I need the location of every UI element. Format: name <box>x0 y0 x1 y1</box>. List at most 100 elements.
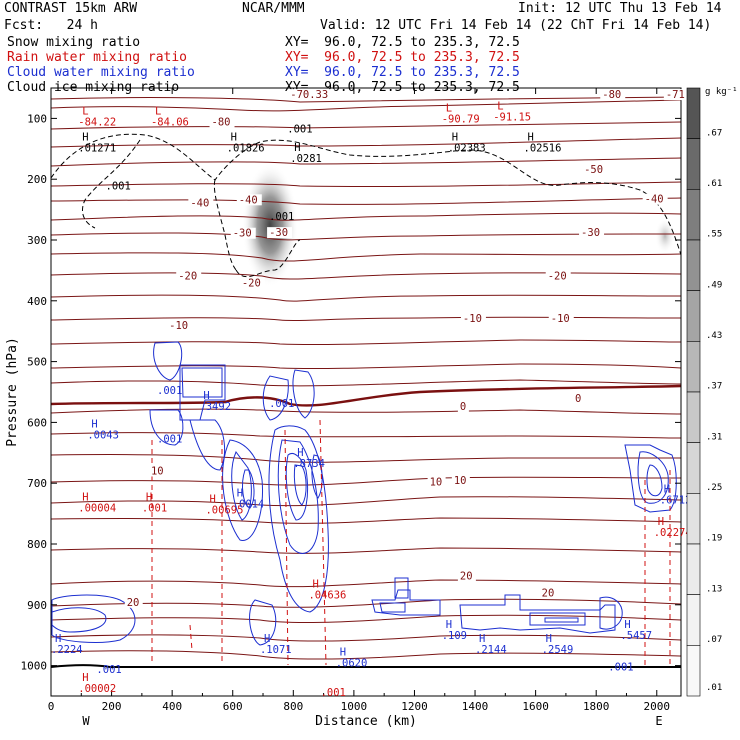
low-marker: L <box>82 105 88 117</box>
extremum-value: .1071 <box>260 644 292 656</box>
extremum-value: .02516 <box>524 143 562 155</box>
west-label: W <box>82 714 90 728</box>
colorbar-tick-label: .31 <box>706 432 722 442</box>
high-marker: H <box>209 493 215 505</box>
legend-rain-xy: XY= 96.0, 72.5 to 235.3, 72.5 <box>285 50 520 65</box>
temperature-label: -30 <box>581 227 600 239</box>
plot-frame <box>50 87 682 697</box>
colorbar-swatch <box>686 341 701 393</box>
temperature-label: 20 <box>127 597 140 609</box>
temp-label-bg <box>288 89 335 101</box>
x-tick-label: 800 <box>283 700 303 713</box>
temp-label-bg <box>167 320 193 332</box>
y-tick-label: 200 <box>27 173 47 186</box>
colorbar-swatch <box>686 87 701 139</box>
high-marker: H <box>55 633 61 645</box>
temp-label-bg <box>124 596 143 608</box>
contour-value-label: .001 <box>269 398 294 410</box>
temp-label-bg <box>230 227 256 239</box>
contour-value-label: .001 <box>608 661 633 673</box>
high-marker: H <box>146 492 152 504</box>
contour-value-label: .001 <box>106 181 131 193</box>
temperature-label: -80 <box>602 89 621 101</box>
temp-label-bg <box>663 89 689 101</box>
cloud-ice-shading <box>242 163 298 287</box>
temperature-label: 0 <box>575 393 581 405</box>
colorbar-tick-label: .43 <box>706 331 722 341</box>
temp-label-bg <box>548 312 574 324</box>
high-marker: H <box>312 579 318 591</box>
extremum-value: -91.15 <box>493 112 531 124</box>
temp-label-bg <box>239 277 265 289</box>
colorbar-swatch <box>686 645 701 697</box>
extremum-value: .8734 <box>293 458 325 470</box>
legend-cloud-water-label: Cloud water mixing ratio <box>7 65 195 80</box>
extremum-value: .6712 <box>660 495 692 507</box>
temperature-label: -30 <box>233 228 252 240</box>
high-marker: H <box>624 619 630 631</box>
valid-time: Valid: 12 UTC Fri 14 Feb 14 (22 ChT Fri … <box>320 18 712 33</box>
cloud-water-contours <box>51 341 677 646</box>
extremum-value: .0620 <box>336 658 368 670</box>
temperature-label: -10 <box>463 313 482 325</box>
surface-line <box>50 664 681 668</box>
temp-label-bg <box>457 570 476 582</box>
extremum-value: .01271 <box>78 143 116 155</box>
temp-label-bg <box>642 193 668 205</box>
temperature-label: -30 <box>269 227 288 239</box>
extremum-value: .5457 <box>620 630 652 642</box>
freezing-level-contour <box>50 384 682 407</box>
x-tick-label: 1600 <box>522 700 549 713</box>
temperature-label: 0 <box>460 401 466 413</box>
colorbar-swatch <box>686 442 701 494</box>
x-tick-label: 1000 <box>341 700 368 713</box>
y-axis-title: Pressure (hPa) <box>5 337 20 447</box>
low-marker: L <box>155 105 161 117</box>
colorbar-swatch <box>686 290 701 342</box>
y-tick-label: 800 <box>27 538 47 551</box>
extremum-value: .2224 <box>51 644 83 656</box>
temp-label-bg <box>572 393 584 405</box>
temp-label-bg <box>600 89 626 101</box>
colorbar-unit: g kg⁻¹ <box>705 87 738 97</box>
extremum-value: .00695 <box>205 504 243 516</box>
y-tick-label: 700 <box>27 477 47 490</box>
temp-label-bg <box>545 270 571 282</box>
extremum-value: .01826 <box>227 143 265 155</box>
colorbar-swatch <box>686 138 701 190</box>
y-tick-label: 900 <box>27 599 47 612</box>
init-time: Init: 12 UTC Thu 13 Feb 14 <box>518 1 722 16</box>
contour-labels: -70.33 -80 -80 -71 -50 -40 -40 -40 -30 -30 -30 -20 -… <box>51 89 692 699</box>
colorbar-tick-label: .01 <box>706 683 722 693</box>
high-marker: H <box>91 419 97 431</box>
colorbar-swatch <box>686 189 701 241</box>
high-marker: H <box>528 132 534 144</box>
y-tick-label: 600 <box>27 416 47 429</box>
contour-value-label: .001 <box>96 664 121 676</box>
temp-label-bg <box>188 197 214 209</box>
legend-snow-label: Snow mixing ratio <box>7 35 141 50</box>
temp-label-bg <box>579 227 605 239</box>
high-marker: H <box>446 619 452 631</box>
x-tick-label: 0 <box>48 700 55 713</box>
temperature-label: -20 <box>548 270 567 282</box>
colorbar-tick-label: .55 <box>706 230 722 240</box>
cloud-ice-contours <box>51 133 681 278</box>
temp-label-bg <box>176 270 202 282</box>
y-tick-label: 1000 <box>21 660 48 673</box>
x-tick-label: 2000 <box>644 700 671 713</box>
y-tick-label: 100 <box>27 112 47 125</box>
extremum-value: .0043 <box>87 430 119 442</box>
temp-label-bg <box>148 465 167 477</box>
temp-label-bg <box>457 401 469 413</box>
high-marker: H <box>658 516 664 528</box>
x-tick-label: 1800 <box>583 700 610 713</box>
temperature-label: -10 <box>169 320 188 332</box>
colorbar-tick-label: .49 <box>706 280 722 290</box>
contour-value-label: .001 <box>269 211 294 223</box>
temperature-label: -20 <box>178 270 197 282</box>
high-marker: H <box>264 633 270 645</box>
temperature-label: -40 <box>239 194 258 206</box>
colorbar-tick-label: .67 <box>706 128 722 138</box>
